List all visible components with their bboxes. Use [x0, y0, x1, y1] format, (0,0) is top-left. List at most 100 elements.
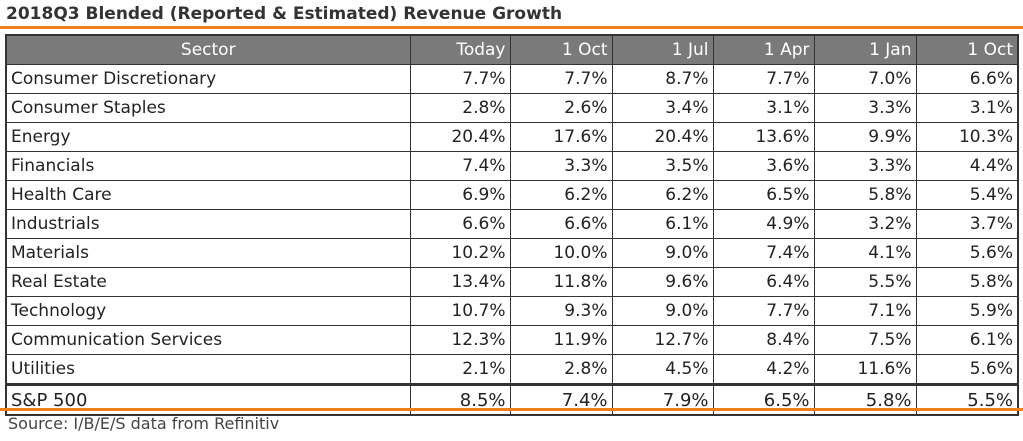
sector-cell: Technology	[5, 296, 411, 326]
value-cell: 7.4%	[409, 151, 511, 181]
value-cell: 7.5%	[813, 325, 917, 355]
value-cell: 9.6%	[611, 267, 714, 297]
value-cell: 10.0%	[509, 238, 613, 268]
value-cell: 5.6%	[915, 238, 1019, 268]
value-cell: 4.2%	[712, 354, 815, 385]
value-cell: 5.8%	[813, 180, 917, 210]
sector-cell: Real Estate	[5, 267, 411, 297]
value-cell: 4.1%	[813, 238, 917, 268]
value-cell: 2.1%	[409, 354, 511, 385]
value-cell: 2.6%	[509, 93, 613, 123]
value-cell: 20.4%	[409, 122, 511, 152]
value-cell: 3.7%	[915, 209, 1019, 239]
value-cell: 3.1%	[915, 93, 1019, 123]
value-cell: 7.7%	[712, 64, 815, 94]
value-cell: 5.4%	[915, 180, 1019, 210]
value-cell: 9.0%	[611, 296, 714, 326]
value-cell: 5.9%	[915, 296, 1019, 326]
value-cell: 6.1%	[611, 209, 714, 239]
table-row: Consumer Staples 2.8% 2.6% 3.4% 3.1% 3.3% 3.1%	[5, 93, 1019, 123]
value-cell: 11.6%	[813, 354, 917, 385]
value-cell: 3.3%	[813, 151, 917, 181]
column-header: Today	[409, 34, 511, 65]
value-cell: 2.8%	[409, 93, 511, 123]
value-cell: 6.6%	[915, 64, 1019, 94]
accent-rule-bottom	[0, 408, 1023, 411]
sector-cell: Utilities	[5, 354, 411, 385]
value-cell: 20.4%	[611, 122, 714, 152]
accent-rule-top	[0, 26, 1023, 29]
value-cell: 3.5%	[611, 151, 714, 181]
value-cell: 7.7%	[712, 296, 815, 326]
value-cell: 3.6%	[712, 151, 815, 181]
value-cell: 4.5%	[611, 354, 714, 385]
value-cell: 4.4%	[915, 151, 1019, 181]
value-cell: 7.7%	[409, 64, 511, 94]
table-row: Communication Services 12.3% 11.9% 12.7% 8.4…	[5, 325, 1019, 355]
sector-cell: Consumer Discretionary	[5, 64, 411, 94]
sector-cell: Energy	[5, 122, 411, 152]
value-cell: 3.3%	[813, 93, 917, 123]
value-cell: 3.4%	[611, 93, 714, 123]
sector-cell: Consumer Staples	[5, 93, 411, 123]
value-cell: 6.5%	[712, 180, 815, 210]
value-cell: 7.1%	[813, 296, 917, 326]
value-cell: 3.3%	[509, 151, 613, 181]
table-row: Energy 20.4% 17.6% 20.4% 13.6% 9.9% 10.3%	[5, 122, 1019, 152]
value-cell: 6.9%	[409, 180, 511, 210]
value-cell: 12.3%	[409, 325, 511, 355]
value-cell: 6.2%	[509, 180, 613, 210]
header-row: Sector Today 1 Oct 1 Jul 1 Apr 1 Jan 1 O…	[5, 34, 1019, 65]
value-cell: 13.4%	[409, 267, 511, 297]
sector-cell: Health Care	[5, 180, 411, 210]
value-cell: 2.8%	[509, 354, 613, 385]
table-row: Health Care 6.9% 6.2% 6.2% 6.5% 5.8% 5.4%	[5, 180, 1019, 210]
value-cell: 9.0%	[611, 238, 714, 268]
value-cell: 11.9%	[509, 325, 613, 355]
sector-cell: Industrials	[5, 209, 411, 239]
value-cell: 8.7%	[611, 64, 714, 94]
value-cell: 6.6%	[509, 209, 613, 239]
table-row: Real Estate 13.4% 11.8% 9.6% 6.4% 5.5% 5.8%	[5, 267, 1019, 297]
value-cell: 9.3%	[509, 296, 613, 326]
value-cell: 3.1%	[712, 93, 815, 123]
value-cell: 7.0%	[813, 64, 917, 94]
column-header: 1 Jan	[813, 34, 917, 65]
value-cell: 13.6%	[712, 122, 815, 152]
value-cell: 6.6%	[409, 209, 511, 239]
value-cell: 7.4%	[712, 238, 815, 268]
table-row: Consumer Discretionary 7.7% 7.7% 8.7% 7.7% 7.…	[5, 64, 1019, 94]
column-header: Sector	[5, 34, 411, 65]
value-cell: 5.8%	[915, 267, 1019, 297]
value-cell: 8.4%	[712, 325, 815, 355]
value-cell: 10.3%	[915, 122, 1019, 152]
value-cell: 4.9%	[712, 209, 815, 239]
value-cell: 3.2%	[813, 209, 917, 239]
sector-cell: Materials	[5, 238, 411, 268]
value-cell: 17.6%	[509, 122, 613, 152]
table-row: Financials 7.4% 3.3% 3.5% 3.6% 3.3% 4.4%	[5, 151, 1019, 181]
value-cell: 12.7%	[611, 325, 714, 355]
table-row: Technology 10.7% 9.3% 9.0% 7.7% 7.1% 5.9%	[5, 296, 1019, 326]
sector-cell: Communication Services	[5, 325, 411, 355]
column-header: 1 Oct	[915, 34, 1019, 65]
value-cell: 6.4%	[712, 267, 815, 297]
value-cell: 5.6%	[915, 354, 1019, 385]
sector-cell: Financials	[5, 151, 411, 181]
value-cell: 7.7%	[509, 64, 613, 94]
column-header: 1 Oct	[509, 34, 613, 65]
table-row: Materials 10.2% 10.0% 9.0% 7.4% 4.1% 5.6%	[5, 238, 1019, 268]
source-note: Source: I/B/E/S data from Refinitiv	[8, 414, 280, 433]
value-cell: 10.2%	[409, 238, 511, 268]
value-cell: 9.9%	[813, 122, 917, 152]
value-cell: 5.5%	[813, 267, 917, 297]
value-cell: 6.2%	[611, 180, 714, 210]
value-cell: 11.8%	[509, 267, 613, 297]
table-body: Consumer Discretionary 7.7% 7.7% 8.7% 7.7% 7.…	[5, 64, 1019, 416]
column-header: 1 Jul	[611, 34, 714, 65]
revenue-growth-table: Sector Today 1 Oct 1 Jul 1 Apr 1 Jan 1 O…	[5, 34, 1019, 416]
value-cell: 6.1%	[915, 325, 1019, 355]
column-header: 1 Apr	[712, 34, 815, 65]
table-row: Utilities 2.1% 2.8% 4.5% 4.2% 11.6% 5.6%	[5, 354, 1019, 385]
table-row: Industrials 6.6% 6.6% 6.1% 4.9% 3.2% 3.7%	[5, 209, 1019, 239]
